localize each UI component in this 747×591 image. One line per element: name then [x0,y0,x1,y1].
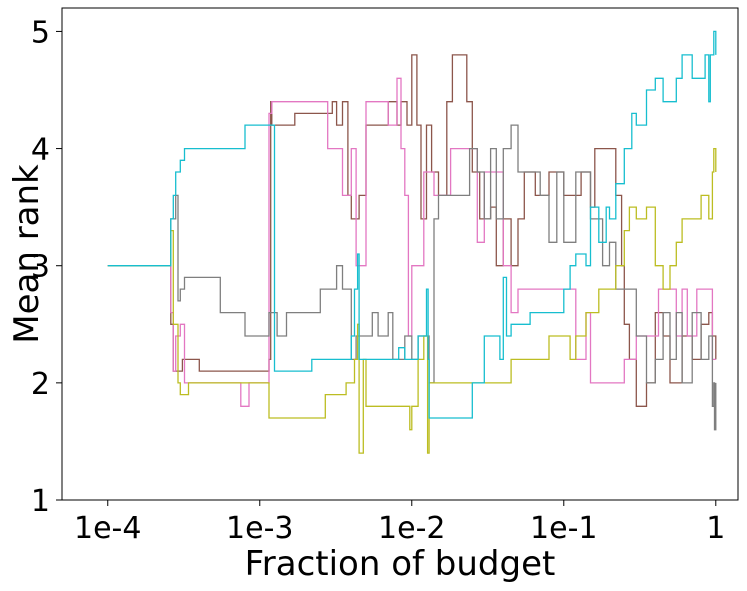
y-tick-label: 2 [31,367,50,402]
x-tick-label: 1e-1 [530,511,597,546]
x-axis-ticks: 1e-4 1e-3 1e-2 1e-1 1 [74,500,725,546]
x-tick-label: 1e-4 [74,511,141,546]
y-tick-label: 5 [31,15,50,50]
y-axis-ticks: 1 2 3 4 5 [31,15,62,519]
x-tick-label: 1e-3 [226,511,293,546]
y-tick-label: 4 [31,133,50,168]
y-tick-label: 1 [31,484,50,519]
series-line-brown [107,54,717,407]
y-tick-label: 3 [31,250,50,285]
x-tick-label: 1e-2 [378,511,445,546]
x-axis-label: Fraction of budget [245,544,556,584]
plot-frame [61,7,739,501]
series-line-pink [107,77,716,407]
x-tick-label: 1 [706,511,725,546]
y-axis-label: Mean rank [7,164,47,344]
series-layer [107,30,717,454]
series-line-gray [107,124,717,431]
series-line-cyan [107,30,717,419]
